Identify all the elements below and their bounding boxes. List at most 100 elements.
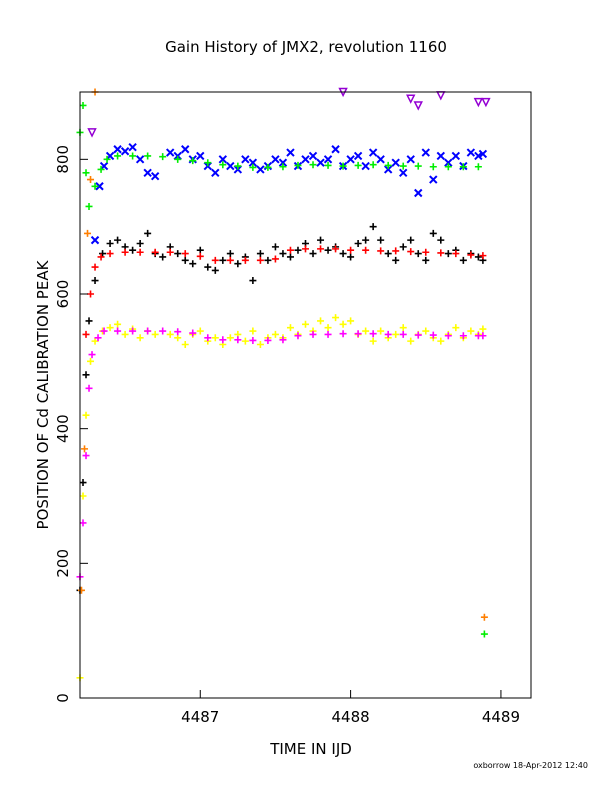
data-point <box>150 171 160 181</box>
data-point <box>392 256 400 264</box>
data-point <box>444 163 452 171</box>
x-tick-label: 4487 <box>181 708 219 726</box>
data-point <box>422 256 430 264</box>
data-point <box>362 327 370 335</box>
data-point <box>316 158 325 167</box>
data-point <box>294 332 302 340</box>
data-point <box>479 332 487 340</box>
data-point <box>82 330 90 338</box>
data-point <box>406 94 416 104</box>
data-point <box>174 155 182 163</box>
data-point <box>85 202 93 210</box>
data-point <box>391 158 400 167</box>
data-point <box>87 128 97 138</box>
data-point <box>128 143 137 152</box>
data-point <box>286 148 295 157</box>
data-point <box>369 330 377 338</box>
data-point <box>211 334 219 342</box>
data-point <box>120 147 130 156</box>
data-point <box>99 250 107 258</box>
data-point <box>369 161 377 169</box>
data-point <box>413 101 423 111</box>
data-point <box>103 155 111 163</box>
data-point <box>399 330 407 338</box>
data-point <box>294 161 302 169</box>
data-point <box>204 263 212 271</box>
data-point <box>166 248 174 256</box>
data-point <box>279 163 287 171</box>
y-tick-label: 600 <box>54 280 72 309</box>
data-point <box>474 253 482 261</box>
data-point <box>211 266 219 274</box>
data-point <box>377 236 385 244</box>
data-point <box>347 317 355 325</box>
data-point <box>324 330 332 338</box>
data-point <box>301 155 310 164</box>
data-point <box>354 240 362 247</box>
data-point <box>114 327 122 335</box>
y-tick-label: 0 <box>54 693 72 703</box>
data-point <box>459 163 467 171</box>
data-point <box>302 245 309 253</box>
data-point <box>331 145 340 154</box>
plot-frame <box>79 91 532 699</box>
data-point <box>271 155 280 164</box>
data-point <box>383 165 393 174</box>
data-point <box>79 479 87 487</box>
data-point <box>339 330 347 338</box>
x-axis-ticks: 4487 4488 4489 <box>181 690 520 726</box>
data-point <box>444 332 452 340</box>
data-point <box>159 253 167 261</box>
data-point <box>459 256 467 264</box>
data-point <box>473 97 484 108</box>
data-point <box>106 240 114 247</box>
data-point <box>271 243 279 251</box>
data-point <box>196 327 204 335</box>
y-tick-label: 400 <box>54 414 72 443</box>
data-point <box>436 91 446 101</box>
chart-title: Gain History of JMX2, revolution 1160 <box>165 38 447 56</box>
data-point <box>422 248 430 256</box>
data-point <box>196 252 204 260</box>
data-point <box>114 152 122 160</box>
data-point <box>399 162 407 170</box>
data-point <box>474 151 483 161</box>
data-point <box>189 260 197 268</box>
series-5 <box>76 327 487 581</box>
data-point <box>97 253 105 261</box>
data-point <box>479 325 487 333</box>
y-axis-ticks: 0 200 400 600 800 <box>54 145 88 703</box>
data-point <box>218 155 228 164</box>
data-point <box>94 334 102 342</box>
data-point <box>81 445 89 453</box>
data-point <box>91 263 99 271</box>
data-point <box>407 236 415 244</box>
data-point <box>174 250 182 258</box>
data-point <box>278 158 288 167</box>
data-point <box>129 246 137 254</box>
data-point <box>422 327 430 335</box>
data-point <box>437 236 445 244</box>
data-point <box>429 229 437 237</box>
data-point <box>249 277 257 285</box>
data-point <box>114 320 122 328</box>
data-point <box>151 248 159 256</box>
series-4 <box>76 314 487 682</box>
data-point <box>144 327 152 335</box>
data-point <box>113 145 122 154</box>
data-point <box>429 175 438 184</box>
data-point <box>196 246 204 254</box>
data-point <box>204 159 212 167</box>
plot-points <box>76 87 491 682</box>
data-point <box>286 324 294 332</box>
data-point <box>309 250 317 258</box>
data-point <box>324 324 332 332</box>
data-point <box>466 148 476 157</box>
data-point <box>249 327 257 335</box>
data-point <box>444 158 453 167</box>
data-point <box>136 240 144 247</box>
data-point <box>346 155 355 164</box>
data-point <box>211 256 219 264</box>
data-point <box>384 250 392 258</box>
